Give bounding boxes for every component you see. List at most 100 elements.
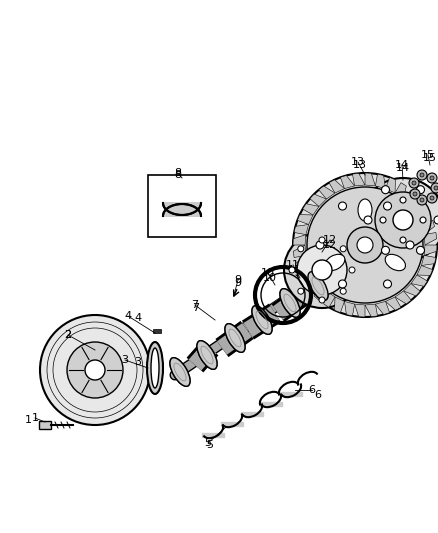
Circle shape <box>361 178 438 262</box>
Polygon shape <box>355 304 365 317</box>
Circle shape <box>393 210 413 230</box>
Text: 14: 14 <box>395 160 409 170</box>
Circle shape <box>67 342 123 398</box>
Circle shape <box>85 360 105 380</box>
Polygon shape <box>329 180 344 193</box>
Polygon shape <box>365 304 378 317</box>
Polygon shape <box>296 255 309 270</box>
Ellipse shape <box>358 199 372 221</box>
Polygon shape <box>293 235 306 245</box>
Text: 2: 2 <box>64 330 71 340</box>
Text: 13: 13 <box>353 160 367 170</box>
Circle shape <box>434 216 438 224</box>
Circle shape <box>297 245 347 295</box>
Circle shape <box>347 227 383 263</box>
Text: 14: 14 <box>396 163 410 173</box>
Circle shape <box>339 280 346 288</box>
Circle shape <box>400 197 406 203</box>
Circle shape <box>340 246 346 252</box>
Circle shape <box>340 288 346 294</box>
Circle shape <box>430 176 434 180</box>
Polygon shape <box>424 232 437 245</box>
Polygon shape <box>421 255 436 265</box>
Text: 8: 8 <box>174 168 182 178</box>
Bar <box>153 329 161 333</box>
Ellipse shape <box>252 306 272 334</box>
Circle shape <box>381 246 389 254</box>
Circle shape <box>406 241 414 249</box>
Circle shape <box>427 173 437 183</box>
Circle shape <box>381 185 389 193</box>
Circle shape <box>339 202 346 210</box>
Polygon shape <box>395 183 406 199</box>
Circle shape <box>400 237 406 243</box>
Polygon shape <box>310 194 326 206</box>
Circle shape <box>417 170 427 180</box>
Circle shape <box>384 202 392 210</box>
Text: 3: 3 <box>121 355 128 365</box>
Bar <box>39 421 51 429</box>
Text: 6: 6 <box>308 385 315 395</box>
Polygon shape <box>294 224 309 235</box>
Polygon shape <box>403 284 420 296</box>
Text: 11: 11 <box>286 260 300 270</box>
Circle shape <box>427 193 437 203</box>
Ellipse shape <box>170 358 190 386</box>
Circle shape <box>375 192 431 248</box>
Circle shape <box>434 186 438 190</box>
Text: 8: 8 <box>174 170 182 180</box>
Circle shape <box>293 173 437 317</box>
Circle shape <box>349 267 355 273</box>
Polygon shape <box>335 297 344 313</box>
Text: 12: 12 <box>323 235 337 245</box>
Polygon shape <box>421 220 434 235</box>
Polygon shape <box>395 291 411 304</box>
Polygon shape <box>314 284 326 300</box>
Circle shape <box>316 241 324 249</box>
Circle shape <box>364 216 372 224</box>
Bar <box>148 175 216 237</box>
Text: 1: 1 <box>32 413 39 423</box>
Polygon shape <box>411 199 424 215</box>
Text: 10: 10 <box>261 268 275 278</box>
Ellipse shape <box>385 254 406 271</box>
Circle shape <box>417 246 424 254</box>
Circle shape <box>413 192 417 196</box>
Circle shape <box>420 173 424 177</box>
Circle shape <box>412 181 416 185</box>
Ellipse shape <box>252 306 272 334</box>
Ellipse shape <box>308 272 328 300</box>
Polygon shape <box>300 265 313 281</box>
Text: 15: 15 <box>423 153 437 163</box>
Circle shape <box>410 189 420 199</box>
Text: 10: 10 <box>263 273 277 283</box>
Ellipse shape <box>280 289 300 317</box>
Ellipse shape <box>197 341 217 369</box>
Text: 7: 7 <box>192 303 200 313</box>
Polygon shape <box>319 186 335 199</box>
Text: 2: 2 <box>64 330 71 340</box>
Ellipse shape <box>325 254 345 271</box>
Circle shape <box>284 232 360 308</box>
Text: 13: 13 <box>351 157 365 167</box>
Polygon shape <box>306 275 319 291</box>
Text: 11: 11 <box>288 265 302 275</box>
Circle shape <box>431 183 438 193</box>
Text: 15: 15 <box>421 150 435 160</box>
Polygon shape <box>353 173 365 186</box>
Circle shape <box>420 198 424 202</box>
Ellipse shape <box>170 358 190 386</box>
Polygon shape <box>375 174 385 189</box>
Circle shape <box>357 237 373 253</box>
Circle shape <box>384 280 392 288</box>
Ellipse shape <box>280 289 300 317</box>
Polygon shape <box>375 301 390 314</box>
Polygon shape <box>340 175 355 189</box>
Polygon shape <box>424 245 437 255</box>
Ellipse shape <box>308 272 328 300</box>
Polygon shape <box>163 203 201 215</box>
Ellipse shape <box>225 324 245 352</box>
Polygon shape <box>411 275 427 286</box>
Circle shape <box>420 217 426 223</box>
Text: 9: 9 <box>234 275 242 285</box>
